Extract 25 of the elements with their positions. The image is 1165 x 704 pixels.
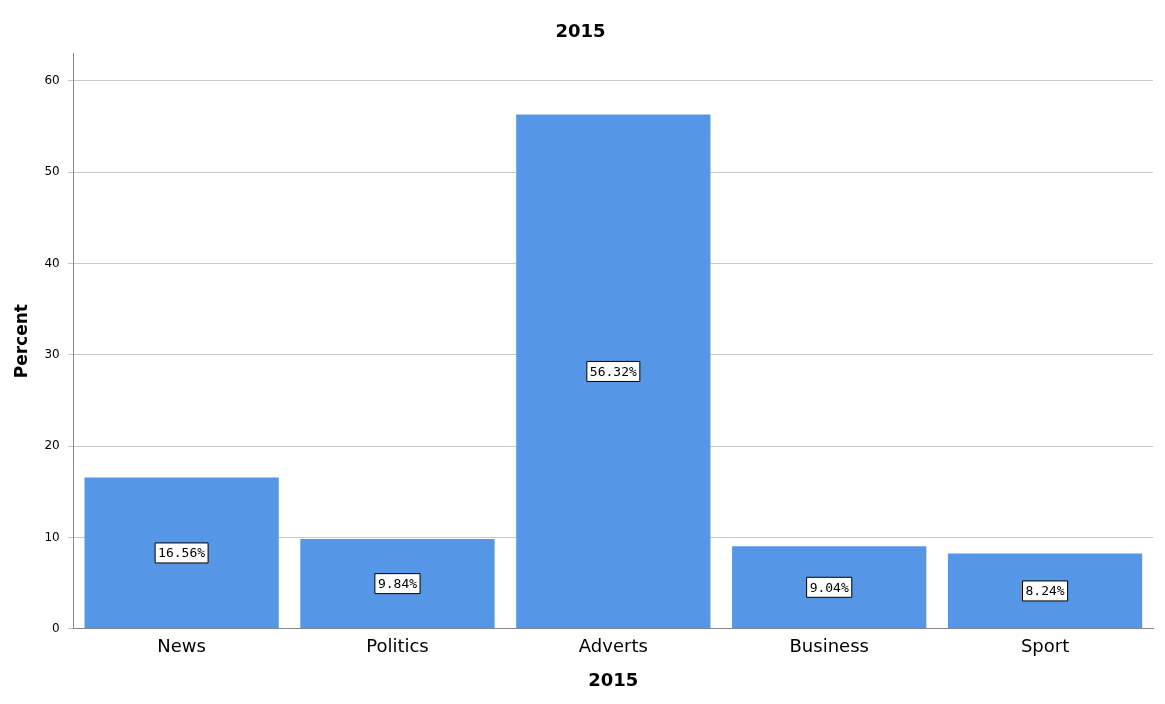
bar bbox=[516, 114, 711, 629]
x-axis-title: 2015 bbox=[588, 668, 639, 690]
y-tick-label: 10 bbox=[44, 529, 60, 544]
chart-title: 2015 bbox=[555, 20, 606, 42]
y-tick-label: 50 bbox=[44, 164, 60, 179]
data-label: 9.04% bbox=[809, 579, 849, 595]
bar bbox=[947, 553, 1143, 629]
y-tick-label: 0 bbox=[52, 620, 60, 635]
y-axis-title: Percent bbox=[10, 304, 31, 379]
y-tick-label: 30 bbox=[44, 347, 60, 362]
y-tick-label: 60 bbox=[44, 73, 60, 88]
data-label: 8.24% bbox=[1025, 583, 1065, 599]
x-tick-label: Politics bbox=[366, 635, 429, 657]
y-tick-label: 40 bbox=[44, 255, 60, 270]
bar bbox=[732, 546, 927, 629]
x-tick-label: Adverts bbox=[578, 635, 648, 657]
x-tick-label: News bbox=[157, 635, 206, 657]
y-tick-label: 20 bbox=[44, 438, 60, 453]
bar bbox=[84, 477, 279, 629]
data-label: 56.32% bbox=[589, 363, 637, 379]
x-tick-label: Business bbox=[789, 635, 869, 657]
data-label: 9.84% bbox=[377, 576, 418, 591]
bar bbox=[300, 538, 495, 629]
x-tick-label: Sport bbox=[1020, 635, 1070, 657]
data-label: 16.56% bbox=[158, 545, 206, 561]
